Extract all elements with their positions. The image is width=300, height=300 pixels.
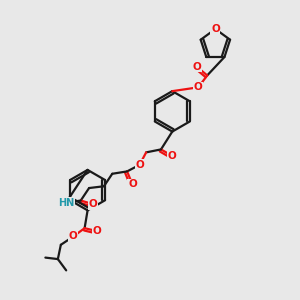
Text: O: O — [168, 151, 177, 161]
Text: O: O — [88, 199, 97, 209]
Text: O: O — [69, 232, 78, 242]
Text: O: O — [194, 82, 203, 92]
Text: O: O — [93, 226, 101, 236]
Text: O: O — [211, 24, 220, 34]
Text: O: O — [135, 160, 144, 170]
Text: O: O — [128, 179, 137, 190]
Text: O: O — [192, 61, 201, 71]
Text: HN: HN — [58, 198, 74, 208]
